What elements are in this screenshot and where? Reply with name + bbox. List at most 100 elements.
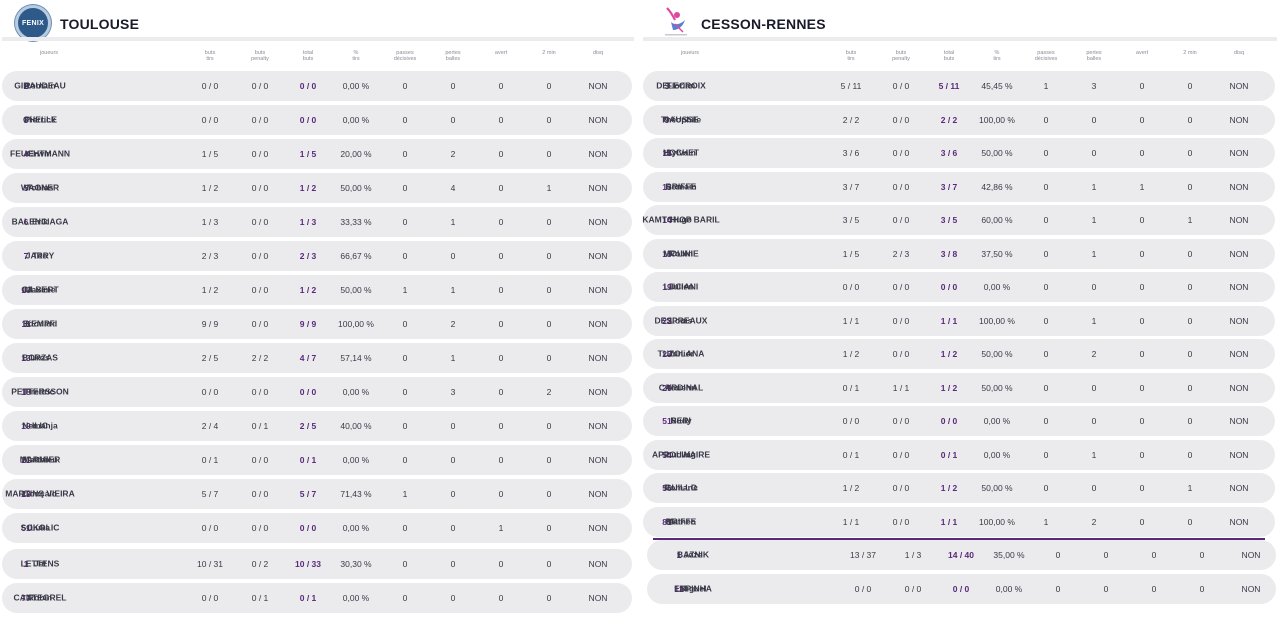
- table-row[interactable]: 51 SERI Rudy 0 / 0 0 / 0 0 / 0 0,00 % 0 0 0 0 NON: [643, 406, 1275, 436]
- player-last-name: KAMTCHOP BARIL: [642, 214, 720, 225]
- table-row[interactable]: 13 BRIFFE Romain 3 / 7 0 / 0 3 / 7 42,86 % 0 1 1 0…: [643, 172, 1275, 202]
- stat-pertes: 0: [450, 455, 456, 465]
- table-row[interactable]: 23 MARTINS VIEIRA Gonçalo 5 / 7 0 / 0 5 / 7 71…: [2, 479, 632, 509]
- stat-min2: 0: [1187, 282, 1193, 292]
- table-row[interactable]: 15 MOLINIE Robin 1 / 5 2 / 3 3 / 8 37,50 % 0 1 0 0…: [643, 239, 1275, 269]
- stat-penalty: 0 / 0: [251, 251, 269, 261]
- stat-min2: 0: [546, 593, 552, 603]
- stat-penalty: 0 / 0: [251, 81, 269, 91]
- table-row[interactable]: 9 CAUSSE Théophile 2 / 2 0 / 0 2 / 2 100,00 % 0…: [643, 105, 1275, 135]
- stat-disq: NON: [588, 489, 608, 499]
- player-first-name: Louis: [669, 315, 693, 326]
- table-row[interactable]: 14 KAMTCHOP BARIL Hugo 3 / 5 0 / 0 3 / 5 60,00…: [642, 205, 1275, 235]
- table-row[interactable]: 6 BALENCIAGA Erik 1 / 3 0 / 0 1 / 3 33,33 % 0 1 0…: [2, 207, 632, 237]
- stat-pertes: 0: [450, 251, 456, 261]
- table-row[interactable]: 51 SOKOLIC Luka 0 / 0 0 / 0 0 / 0 0,00 % 0 0 1 0 NO…: [2, 513, 632, 543]
- table-row[interactable]: 11 KEMPF Edouard 9 / 9 0 / 0 9 / 9 100,00 % 0 2 0…: [2, 309, 632, 339]
- table-row[interactable]: 19 LUCIANI Julien 0 / 0 0 / 0 0 / 0 0,00 % 0 0 0 0…: [643, 272, 1275, 302]
- stat-avert: 1: [498, 523, 504, 533]
- team-name: TOULOUSE: [60, 16, 140, 32]
- player-last-name: PETTERSSON: [11, 386, 69, 397]
- stat-pertes: 0: [1091, 115, 1097, 125]
- stat-disq: NON: [588, 81, 608, 91]
- table-row[interactable]: 22 DESPREAUX Louis 1 / 1 0 / 0 1 / 1 100,00 % 0…: [643, 306, 1275, 336]
- player-number: 54: [662, 450, 672, 460]
- table-row[interactable]: 12 ESPINHA Miguel 0 / 0 0 / 0 0 / 0 0,00 % 0 0 0 0…: [647, 574, 1276, 604]
- player-number: 12: [674, 584, 684, 594]
- player-first-name: Robin: [668, 248, 694, 259]
- stat-penalty: 0 / 0: [251, 217, 269, 227]
- table-row[interactable]: 77 CANTEGREL Robin 0 / 0 0 / 1 0 / 1 0,00 % 0 0 0…: [2, 583, 632, 613]
- table-row[interactable]: 23 TUZOLANA Junior 1 / 2 0 / 0 1 / 2 50,00 % 0 2…: [643, 339, 1275, 369]
- stat-pct: 0,00 %: [983, 450, 1011, 460]
- stat-passes: 0: [1043, 115, 1049, 125]
- stat-disq: NON: [1229, 249, 1249, 259]
- table-row[interactable]: 29 CARDINAL Youenn 0 / 1 1 / 1 1 / 2 50,00 % 0 0…: [643, 373, 1275, 403]
- table-row[interactable]: 1 BAZNIK Joze 13 / 37 1 / 3 14 / 40 35,00 % 0 0 0…: [647, 540, 1276, 570]
- stat-passes: 0: [402, 217, 408, 227]
- stat-total: 1 / 2: [940, 483, 958, 493]
- stat-total: 3 / 7: [940, 182, 958, 192]
- stat-buts-tirs: 3 / 6: [842, 148, 860, 158]
- table-row[interactable]: 56 GUILLO Romaric 1 / 2 0 / 0 1 / 2 50,00 % 0 0 0…: [643, 473, 1275, 503]
- stat-disq: NON: [588, 149, 608, 159]
- player-first-name: Jef: [33, 558, 47, 569]
- stat-pct: 50,00 %: [340, 183, 372, 193]
- player-number: 10: [21, 285, 31, 295]
- stat-avert: 0: [498, 319, 504, 329]
- stat-avert: 0: [498, 183, 504, 193]
- stat-passes: 0: [1043, 182, 1049, 192]
- stat-pertes: 2: [450, 319, 456, 329]
- table-row[interactable]: 54 APPOLINAIRE Ludwig 0 / 1 0 / 0 0 / 1 0,00 %…: [643, 440, 1275, 470]
- table-row[interactable]: 21 MARMIER Matthieu 0 / 1 0 / 0 0 / 1 0,00 % 0 0…: [2, 445, 632, 475]
- stat-passes: 0: [402, 353, 408, 363]
- stat-pertes: 0: [1103, 550, 1109, 560]
- column-header: disq: [1233, 50, 1245, 56]
- player-last-name: DELECROIX: [656, 80, 706, 91]
- stat-min2: 0: [546, 251, 552, 261]
- table-row[interactable]: 81 BRIFFE Mathéo 1 / 1 0 / 0 1 / 1 100,00 % 1 2 0…: [643, 507, 1275, 537]
- column-header: buts tirs: [204, 50, 216, 62]
- stat-pertes: 1: [1091, 215, 1097, 225]
- table-row[interactable]: 7 JARRY Téo 2 / 3 0 / 0 2 / 3 66,67 % 0 0 0 0 NON: [2, 241, 632, 271]
- stat-pertes: 1: [1091, 249, 1097, 259]
- table-row[interactable]: 18 PETTERSSON Fredric 0 / 0 0 / 0 0 / 0 0,00 %…: [2, 377, 632, 407]
- table-row[interactable]: 13 BORZAS Uros 2 / 5 2 / 2 4 / 7 57,14 % 0 1 0 0 NO…: [2, 343, 632, 373]
- player-first-name: Romaric: [663, 482, 699, 493]
- player-number: 19: [662, 282, 672, 292]
- table-row[interactable]: 5 WAGNER Tobias 1 / 2 0 / 0 1 / 2 50,00 % 0 4 0 1 N…: [2, 173, 632, 203]
- stat-disq: NON: [588, 353, 608, 363]
- table-row[interactable]: 4 FEUCHTMANN Erwin 1 / 5 0 / 0 1 / 5 20,00 % 0 2…: [2, 139, 632, 169]
- stat-pertes: 0: [1091, 282, 1097, 292]
- table-row[interactable]: 2 GIRAUDEAU Romain 0 / 0 0 / 0 0 / 0 0,00 % 0 0 0…: [2, 71, 632, 101]
- player-first-name: Pierrick: [24, 114, 56, 125]
- stat-total: 1 / 2: [940, 383, 958, 393]
- table-row[interactable]: 1 LETTENS Jef 10 / 31 0 / 2 10 / 33 30,30 % 0 0 0…: [2, 549, 632, 579]
- stat-total: 4 / 7: [299, 353, 317, 363]
- player-number: 56: [662, 483, 672, 493]
- stat-avert: 0: [1139, 249, 1145, 259]
- stat-total: 2 / 3: [299, 251, 317, 261]
- player-first-name: Maxime: [24, 284, 56, 295]
- player-first-name: Junior: [668, 348, 694, 359]
- stat-penalty: 0 / 0: [892, 450, 910, 460]
- stat-pct: 0,00 %: [983, 416, 1011, 426]
- divider: [643, 37, 1277, 41]
- stat-pct: 0,00 %: [342, 455, 370, 465]
- table-row[interactable]: 19 ILIC Nemanja 2 / 4 0 / 1 2 / 5 40,00 % 0 0 0 0 N…: [2, 411, 632, 441]
- player-last-name: LETTENS: [20, 558, 60, 569]
- stat-avert: 0: [498, 421, 504, 431]
- player-last-name: CARDINAL: [658, 382, 704, 393]
- stat-penalty: 0 / 0: [892, 81, 910, 91]
- stat-min2: 0: [1187, 316, 1193, 326]
- column-header: joueurs: [40, 50, 59, 56]
- table-row[interactable]: 3 CHELLE Pierrick 0 / 0 0 / 0 0 / 0 0,00 % 0 0 0 0…: [2, 105, 632, 135]
- stat-disq: NON: [588, 455, 608, 465]
- player-number: 23: [21, 489, 31, 499]
- player-number: 11: [21, 319, 31, 329]
- player-first-name: Edouard: [22, 318, 58, 329]
- stat-min2: 0: [1187, 383, 1193, 393]
- table-row[interactable]: 11 HOCHET Sylvain 3 / 6 0 / 0 3 / 6 50,00 % 0 0 0…: [643, 138, 1275, 168]
